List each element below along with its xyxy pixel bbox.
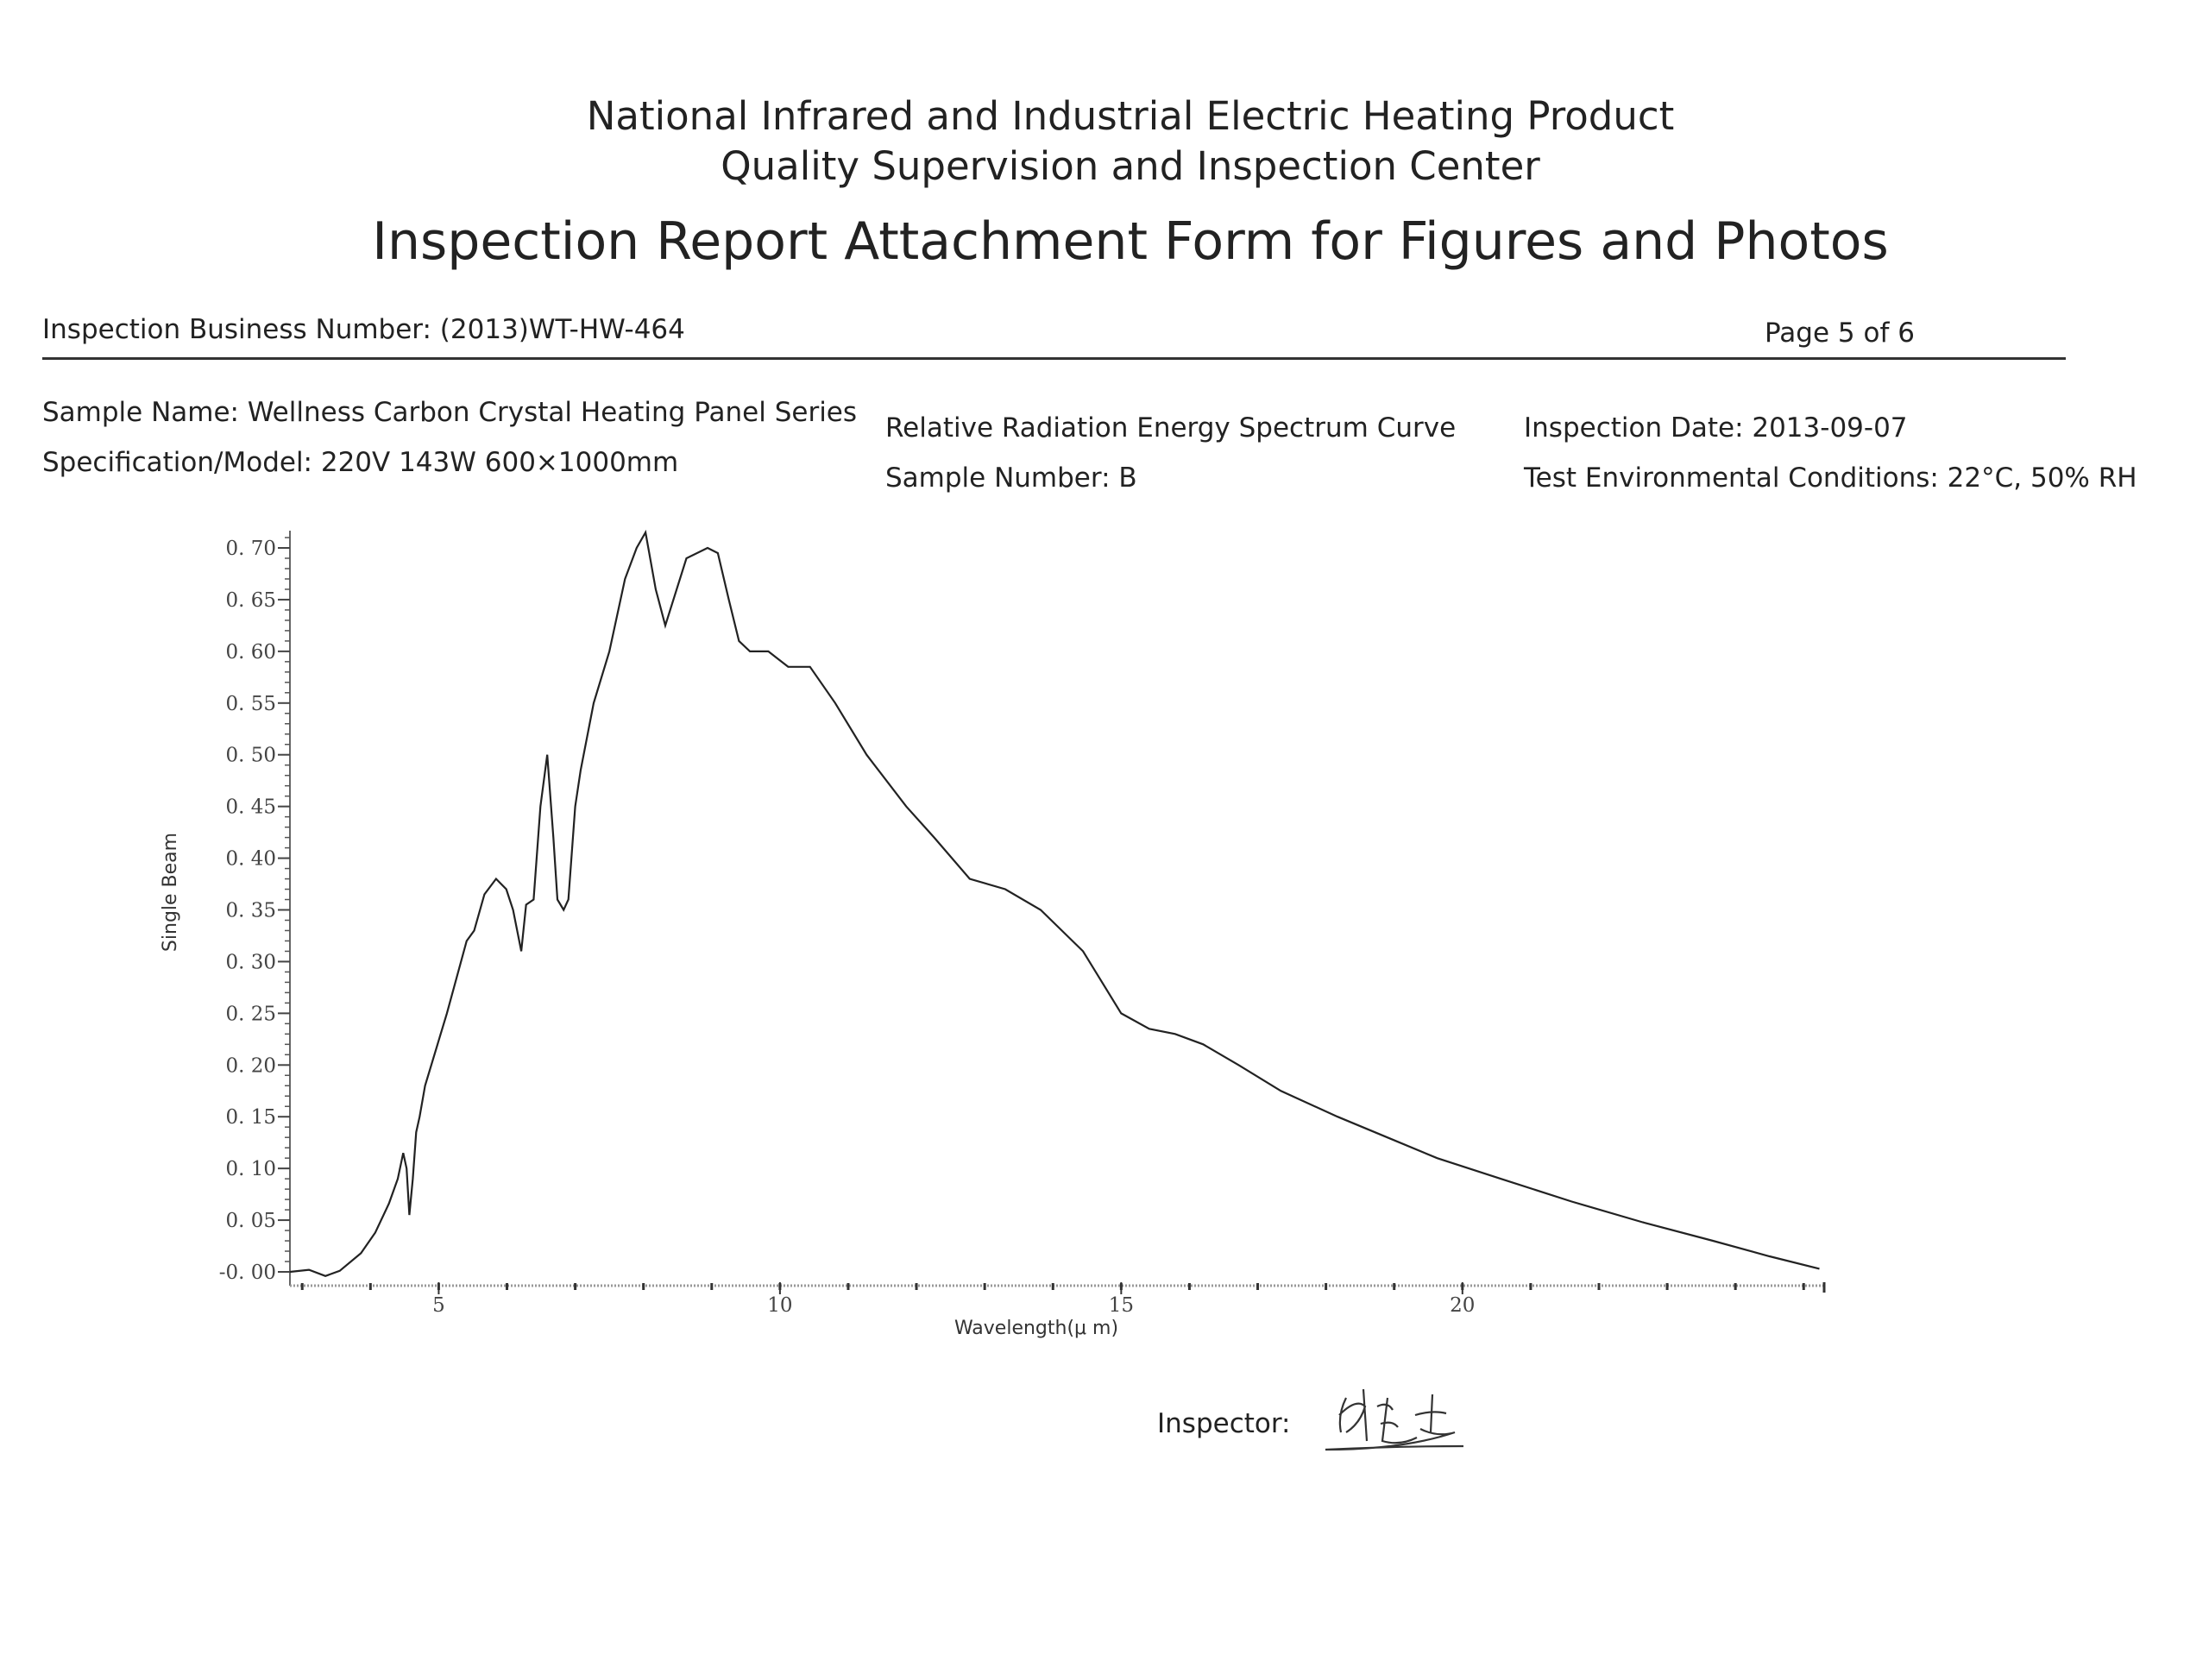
y-tick-label: 0. 30 bbox=[225, 951, 276, 973]
x-tick-label: 5 bbox=[432, 1294, 445, 1317]
specification: Specification/Model: 220V 143W 600×1000m… bbox=[42, 447, 679, 478]
y-tick-label: 0. 05 bbox=[225, 1210, 276, 1232]
page-number: Page 5 of 6 bbox=[1765, 318, 1915, 349]
x-tick-label: 20 bbox=[1450, 1294, 1475, 1317]
x-tick-label: 10 bbox=[767, 1294, 792, 1317]
inspection-date: Inspection Date: 2013-09-07 bbox=[1524, 412, 1908, 444]
x-tick-label: 15 bbox=[1109, 1294, 1134, 1317]
y-tick-label: 0. 10 bbox=[225, 1158, 276, 1180]
y-tick-label: 0. 35 bbox=[225, 900, 276, 922]
y-tick-label: 0. 60 bbox=[225, 641, 276, 664]
y-tick-label: 0. 70 bbox=[225, 538, 276, 560]
y-tick-label: -0. 00 bbox=[219, 1262, 276, 1284]
y-tick-label: 0. 55 bbox=[225, 693, 276, 715]
header-divider bbox=[42, 357, 2066, 360]
sample-number: Sample Number: B bbox=[885, 462, 1137, 494]
inspector-label: Inspector: bbox=[1157, 1408, 1291, 1439]
y-tick-label: 0. 50 bbox=[225, 745, 276, 767]
business-number: Inspection Business Number: (2013)WT-HW-… bbox=[42, 314, 685, 345]
y-tick-label: 0. 40 bbox=[225, 848, 276, 871]
spectrum-curve bbox=[289, 529, 1820, 1277]
sample-name: Sample Name: Wellness Carbon Crystal Hea… bbox=[42, 397, 858, 428]
test-conditions: Test Environmental Conditions: 22°C, 50%… bbox=[1524, 462, 2137, 494]
inspector-signature bbox=[1325, 1388, 1464, 1451]
curve-title: Relative Radiation Energy Spectrum Curve bbox=[885, 412, 1457, 444]
org-name-line2: Quality Supervision and Inspection Cente… bbox=[721, 143, 1540, 189]
report-title: Inspection Report Attachment Form for Fi… bbox=[372, 211, 1889, 272]
y-tick-label: 0. 45 bbox=[225, 796, 276, 819]
y-tick-label: 0. 20 bbox=[225, 1054, 276, 1077]
org-name-line1: National Infrared and Industrial Electri… bbox=[586, 93, 1675, 139]
y-tick-label: 0. 65 bbox=[225, 589, 276, 612]
y-tick-label: 0. 15 bbox=[225, 1106, 276, 1129]
y-tick-label: 0. 25 bbox=[225, 1003, 276, 1025]
y-axis-label: Single Beam bbox=[160, 833, 181, 952]
x-axis-label: Wavelength(μ m) bbox=[954, 1318, 1118, 1339]
